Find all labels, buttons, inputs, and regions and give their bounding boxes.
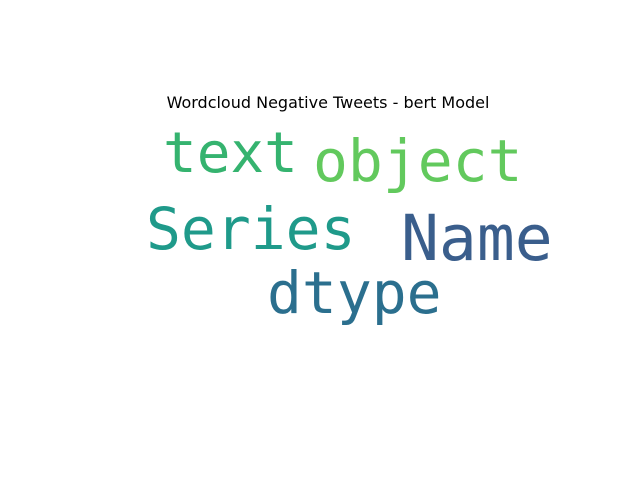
word-name: Name <box>401 202 553 275</box>
word-text: text <box>163 121 298 186</box>
chart-title: Wordcloud Negative Tweets - bert Model <box>166 93 490 112</box>
word-series: Series <box>146 195 356 263</box>
word-dtype: dtype <box>267 259 442 327</box>
word-object: object <box>313 127 523 195</box>
